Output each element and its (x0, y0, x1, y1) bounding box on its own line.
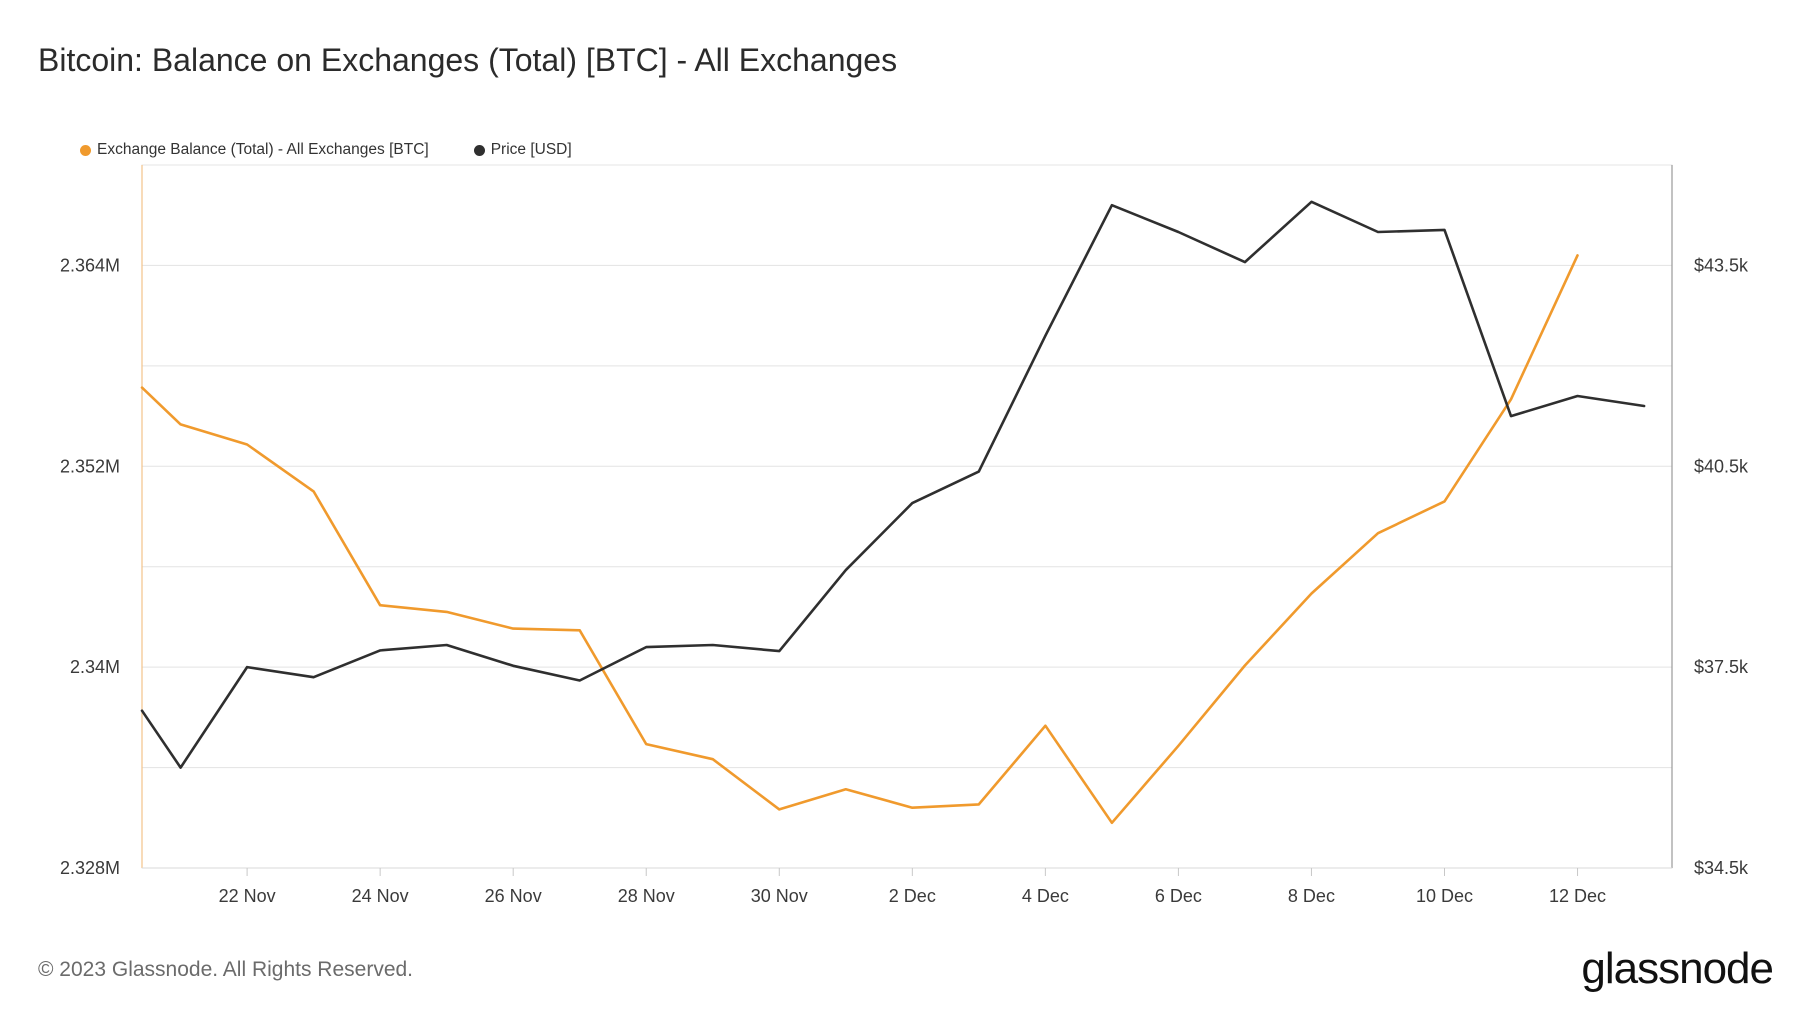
legend-label-price: Price [USD] (490, 141, 572, 158)
legend-dot-price-icon (473, 144, 485, 156)
y-left-tick-label-1: 2.34M (70, 657, 120, 677)
series-line-price (140, 200, 1646, 769)
copyright-text: © 2023 Glassnode. All Rights Reserved. (38, 958, 414, 981)
x-tick-label-6: 4 Dec (1022, 886, 1069, 906)
x-tick-label-10: 12 Dec (1549, 886, 1606, 906)
y-left-tick-label-3: 2.364M (60, 255, 120, 275)
x-tick-label-1: 24 Nov (352, 886, 409, 906)
legend-item-price[interactable]: Price [USD] (473, 141, 572, 159)
x-tick-label-4: 30 Nov (751, 886, 808, 906)
x-tick-label-7: 6 Dec (1155, 886, 1202, 906)
legend-item-exchange-balance[interactable]: Exchange Balance (Total) - All Exchanges… (80, 141, 429, 159)
legend-label-exchange-balance: Exchange Balance (Total) - All Exchanges… (97, 141, 429, 158)
y-right-tick-label-0: $34.5k (1694, 858, 1749, 878)
legend: Exchange Balance (Total) - All Exchanges… (80, 141, 617, 159)
x-tick-label-2: 26 Nov (485, 886, 542, 906)
series-line-exchange-balance (140, 254, 1579, 825)
x-tick-label-0: 22 Nov (219, 886, 276, 906)
chart-title: Bitcoin: Balance on Exchanges (Total) [B… (38, 42, 898, 78)
y-left-tick-label-2: 2.352M (60, 456, 120, 476)
legend-dot-exchange-balance-icon (80, 144, 91, 156)
glassnode-logo: glassnode (1581, 944, 1774, 993)
x-tick-label-8: 8 Dec (1288, 886, 1335, 906)
y-right-tick-label-2: $40.5k (1694, 456, 1749, 476)
x-tick-label-9: 10 Dec (1416, 886, 1473, 906)
y-right-tick-label-3: $43.5k (1694, 255, 1749, 275)
x-tick-label-5: 2 Dec (889, 886, 936, 906)
plot-border (141, 164, 1673, 869)
y-left-tick-label-0: 2.328M (60, 858, 120, 878)
y-right-tick-label-1: $37.5k (1694, 657, 1749, 677)
x-tick-label-3: 28 Nov (618, 886, 675, 906)
